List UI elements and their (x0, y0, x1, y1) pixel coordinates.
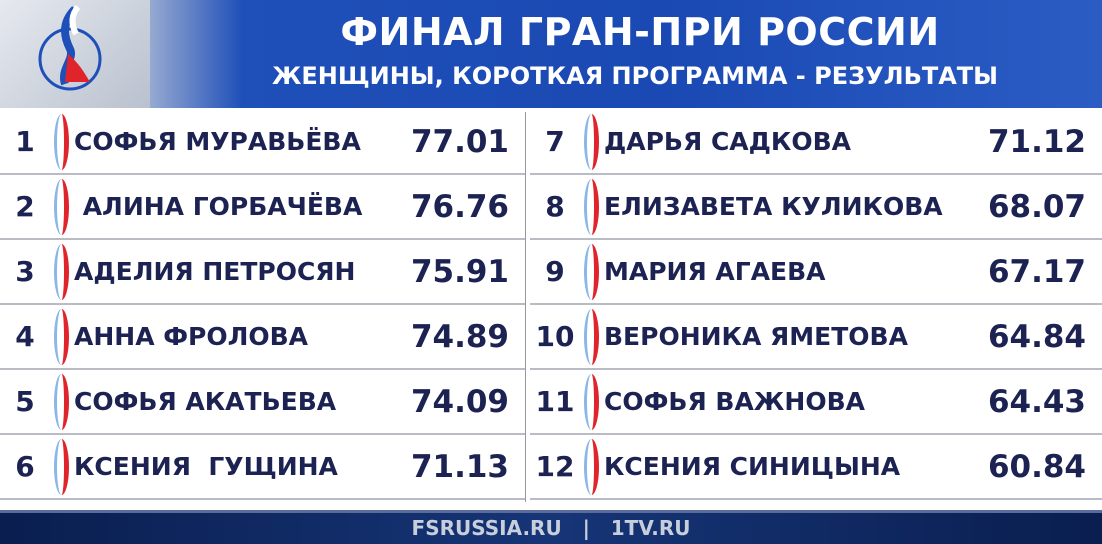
result-row: 2 АЛИНА ГОРБАЧЁВА 76.76 (0, 175, 525, 240)
result-row: 4 АННА ФРОЛОВА 74.89 (0, 305, 525, 370)
score: 71.13 (410, 448, 509, 485)
footer-links: FSRUSSIA.RU | 1TV.RU (0, 510, 1102, 544)
ribbon-icon (50, 177, 69, 237)
score: 76.76 (410, 188, 509, 225)
score: 60.84 (987, 448, 1086, 485)
rank: 8 (545, 190, 565, 223)
result-row: 8 ЕЛИЗАВЕТА КУЛИКОВА 68.07 (530, 175, 1102, 240)
rank: 3 (15, 255, 35, 288)
result-row: 7 ДАРЬЯ САДКОВА 71.12 (530, 110, 1102, 175)
ribbon-icon (50, 372, 69, 432)
score: 64.43 (987, 383, 1086, 420)
column-divider (525, 112, 526, 502)
skater-name: ЕЛИЗАВЕТА КУЛИКОВА (604, 192, 943, 221)
rank: 12 (535, 450, 575, 483)
result-row: 6 КСЕНИЯ ГУЩИНА 71.13 (0, 435, 525, 500)
skater-name: КСЕНИЯ СИНИЦЫНА (604, 452, 901, 481)
rank: 4 (15, 320, 35, 353)
ribbon-icon (580, 112, 599, 172)
rank: 9 (545, 255, 565, 288)
skater-name: СОФЬЯ МУРАВЬЁВА (74, 127, 361, 156)
header-banner: ФИНАЛ ГРАН-ПРИ РОССИИ ЖЕНЩИНЫ, КОРОТКАЯ … (0, 0, 1102, 108)
page-subtitle: ЖЕНЩИНЫ, КОРОТКАЯ ПРОГРАММА - РЕЗУЛЬТАТЫ (271, 62, 999, 90)
skater-name: АЛИНА ГОРБАЧЁВА (74, 192, 363, 221)
score: 64.84 (987, 318, 1086, 355)
ribbon-icon (50, 242, 69, 302)
score: 77.01 (410, 123, 509, 160)
rank: 5 (15, 385, 35, 418)
ribbon-icon (580, 242, 599, 302)
rank: 10 (535, 320, 575, 353)
skater-name: МАРИЯ АГАЕВА (604, 257, 826, 286)
rank: 11 (535, 385, 575, 418)
ribbon-icon (580, 437, 599, 497)
score: 71.12 (987, 123, 1086, 160)
skater-name: СОФЬЯ ВАЖНОВА (604, 387, 865, 416)
score: 74.09 (410, 383, 509, 420)
ribbon-icon (50, 307, 69, 367)
rank: 6 (15, 450, 35, 483)
score: 75.91 (410, 253, 509, 290)
ribbon-icon (580, 177, 599, 237)
rank: 1 (15, 125, 35, 158)
ribbon-icon (50, 437, 69, 497)
result-row: 5 СОФЬЯ АКАТЬЕВА 74.09 (0, 370, 525, 435)
ribbon-icon (580, 307, 599, 367)
score: 68.07 (987, 188, 1086, 225)
result-row: 1 СОФЬЯ МУРАВЬЁВА 77.01 (0, 110, 525, 175)
skater-name: АННА ФРОЛОВА (74, 322, 309, 351)
result-row: 12 КСЕНИЯ СИНИЦЫНА 60.84 (530, 435, 1102, 500)
result-row: 11 СОФЬЯ ВАЖНОВА 64.43 (530, 370, 1102, 435)
result-row: 3 АДЕЛИЯ ПЕТРОСЯН 75.91 (0, 240, 525, 305)
skater-name: ВЕРОНИКА ЯМЕТОВА (604, 322, 908, 351)
score: 67.17 (987, 253, 1086, 290)
rank: 2 (15, 190, 35, 223)
ribbon-icon (580, 372, 599, 432)
score: 74.89 (410, 318, 509, 355)
skater-name: КСЕНИЯ ГУЩИНА (74, 452, 338, 481)
fsr-logo (0, 0, 150, 108)
skater-name: АДЕЛИЯ ПЕТРОСЯН (74, 257, 356, 286)
ribbon-icon (50, 112, 69, 172)
rank: 7 (545, 125, 565, 158)
skater-name: СОФЬЯ АКАТЬЕВА (74, 387, 337, 416)
skater-name: ДАРЬЯ САДКОВА (604, 127, 851, 156)
result-row: 10 ВЕРОНИКА ЯМЕТОВА 64.84 (530, 305, 1102, 370)
result-row: 9 МАРИЯ АГАЕВА 67.17 (530, 240, 1102, 305)
page-title: ФИНАЛ ГРАН-ПРИ РОССИИ (340, 10, 940, 54)
